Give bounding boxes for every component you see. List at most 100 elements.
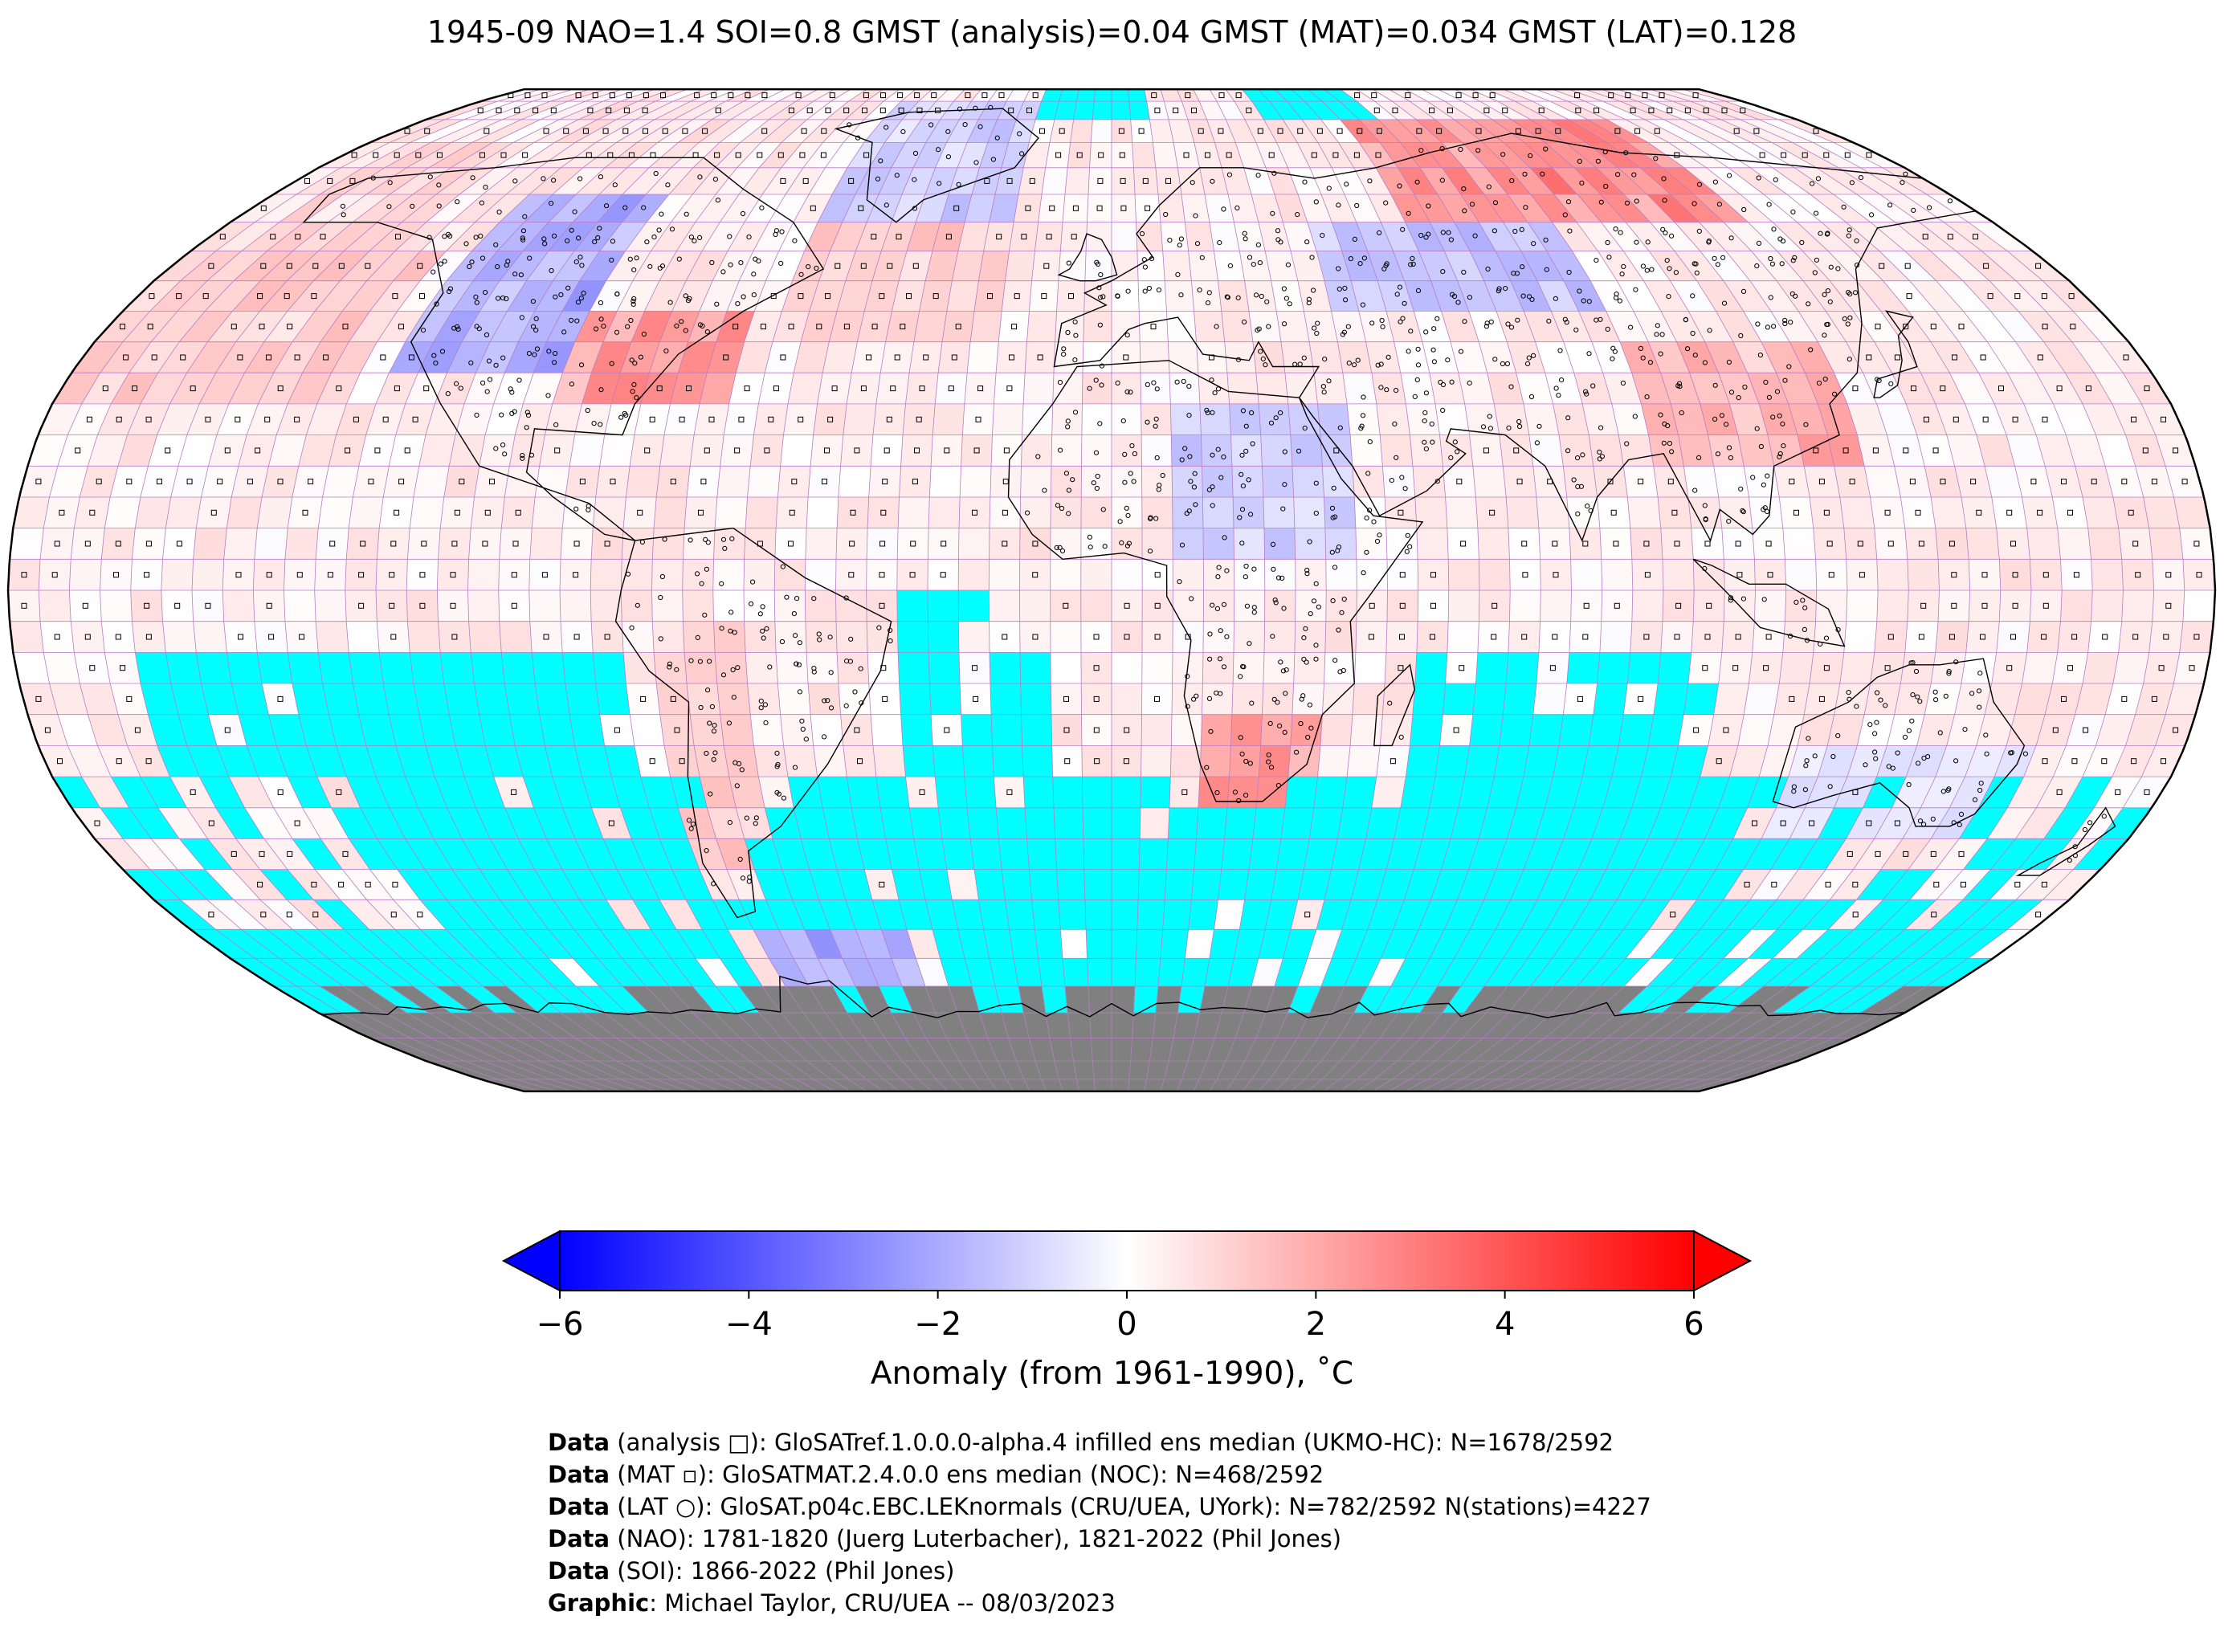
- station-marker: [1217, 240, 1222, 246]
- grid-cell: [1627, 1013, 1685, 1038]
- station-marker: [370, 175, 376, 181]
- grid-cell: [979, 1013, 1009, 1038]
- grid-cell: [992, 403, 1024, 435]
- grid-cell: [1479, 101, 1531, 120]
- analysis-marker: [270, 234, 276, 240]
- station-marker: [1346, 361, 1352, 366]
- station-marker: [585, 407, 590, 414]
- grid-cell: [1313, 373, 1348, 404]
- station-marker: [1658, 412, 1663, 418]
- grid-cell: [637, 119, 693, 143]
- analysis-marker: [304, 177, 310, 184]
- grid-cell: [342, 869, 394, 900]
- analysis-marker: [1014, 293, 1020, 300]
- station-marker: [658, 636, 663, 642]
- station-marker: [1740, 596, 1746, 602]
- grid-cell: [1857, 714, 1895, 746]
- grid-cell: [1435, 119, 1483, 143]
- grid-cell: [750, 714, 784, 746]
- grid-cell: [1597, 652, 1630, 683]
- grid-cell: [1014, 194, 1042, 222]
- grid-cell: [651, 222, 696, 251]
- grid-cell: [786, 986, 826, 1014]
- grid-cell: [925, 899, 958, 930]
- grid-cell: [497, 89, 557, 102]
- grid-cell: [1761, 807, 1806, 839]
- station-marker: [505, 259, 511, 264]
- station-marker: [1277, 723, 1283, 729]
- grid-cell: [57, 434, 98, 467]
- grid-cell: [2007, 777, 2054, 808]
- grid-cell: [1704, 341, 1748, 373]
- station-marker: [1756, 175, 1761, 181]
- grid-cell: [1965, 621, 2000, 653]
- station-marker: [1517, 423, 1523, 430]
- station-marker: [1151, 380, 1157, 385]
- grid-cell: [1196, 341, 1227, 373]
- analysis-marker: [277, 695, 284, 702]
- analysis-marker: [1828, 572, 1834, 578]
- grid-cell: [302, 807, 349, 839]
- analysis-marker: [21, 572, 27, 578]
- grid-cell: [1640, 167, 1694, 194]
- analysis-marker: [2067, 665, 2073, 671]
- grid-cell: [2057, 621, 2091, 653]
- station-marker: [1332, 514, 1338, 520]
- station-marker: [546, 349, 552, 354]
- grid-cell: [1725, 899, 1777, 930]
- station-marker: [512, 271, 518, 277]
- grid-cell: [1387, 590, 1418, 622]
- station-marker: [1438, 379, 1443, 385]
- station-marker: [912, 206, 918, 211]
- grid-cell: [880, 807, 914, 839]
- grid-cell: [932, 929, 965, 959]
- analysis-marker: [2163, 634, 2169, 640]
- grid-cell: [1054, 341, 1083, 373]
- grid-cell: [390, 167, 451, 194]
- grid-cell: [960, 466, 992, 497]
- station-marker: [1855, 262, 1860, 268]
- grid-cell: [646, 194, 693, 222]
- station-marker: [719, 581, 724, 586]
- analysis-marker: [810, 205, 816, 211]
- grid-cell: [1870, 497, 1905, 528]
- grid-cell: [1214, 1013, 1244, 1038]
- station-marker: [707, 659, 712, 664]
- grid-cell: [529, 167, 583, 194]
- station-marker: [598, 316, 604, 322]
- station-marker: [740, 210, 746, 217]
- station-marker: [1145, 381, 1150, 387]
- grid-cell: [1112, 434, 1142, 467]
- station-marker: [1302, 426, 1308, 431]
- grid-cell: [727, 280, 766, 312]
- station-marker: [534, 346, 541, 352]
- grid-cell: [1516, 777, 1553, 808]
- analysis-marker: [511, 789, 517, 795]
- grid-cell: [2112, 745, 2156, 777]
- station-marker: [1564, 320, 1569, 325]
- grid-cell: [740, 1038, 788, 1062]
- grid-cell: [972, 167, 1002, 194]
- grid-cell: [104, 652, 141, 683]
- grid-cell: [1332, 222, 1368, 251]
- grid-cell: [523, 777, 563, 808]
- grid-cell: [1816, 986, 1880, 1014]
- grid-cell: [1670, 194, 1724, 222]
- station-marker: [1511, 271, 1516, 276]
- station-marker: [1458, 349, 1464, 354]
- grid-cell: [562, 652, 596, 683]
- analysis-marker: [1638, 479, 1644, 485]
- grid-cell: [716, 167, 760, 194]
- analysis-marker: [871, 324, 878, 330]
- station-marker: [500, 295, 506, 301]
- station-marker: [1275, 237, 1281, 243]
- grid-cell: [495, 1013, 555, 1038]
- station-marker: [1849, 180, 1855, 186]
- grid-cell: [1989, 280, 2046, 312]
- station-marker: [1119, 540, 1124, 546]
- station-marker: [1299, 696, 1304, 702]
- station-marker: [1387, 700, 1393, 706]
- analysis-marker: [1980, 354, 1986, 361]
- grid-cell: [621, 559, 653, 590]
- grid-cell: [377, 194, 437, 222]
